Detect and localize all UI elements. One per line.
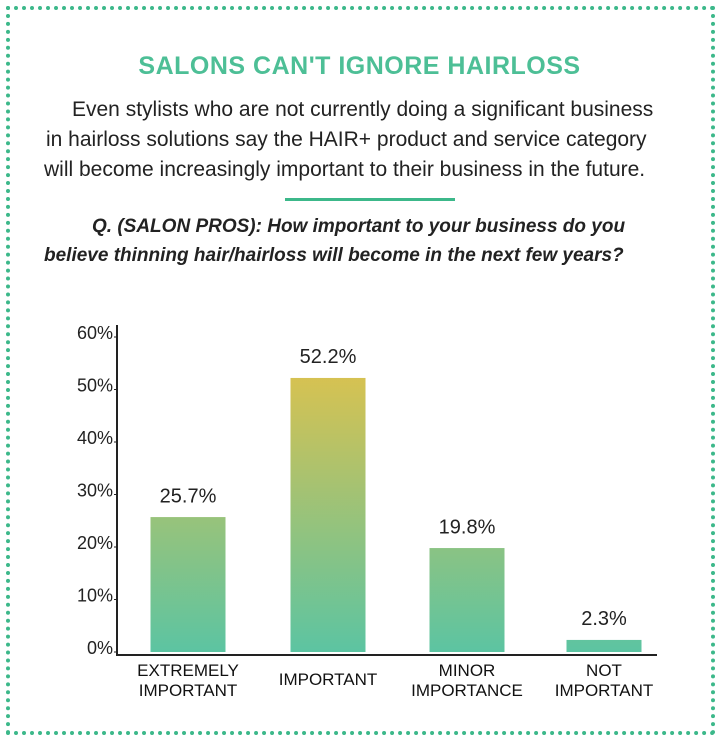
y-tick-label: 60% <box>77 323 113 343</box>
x-tick-label: MINOR IMPORTANCE <box>411 661 523 700</box>
y-tick-label: 10% <box>77 585 113 605</box>
bar <box>150 517 226 652</box>
paragraph-line: in hairloss solutions say the HAIR+ prod… <box>46 128 647 151</box>
x-tick-label: NOT IMPORTANT <box>554 661 654 700</box>
bar <box>566 639 642 652</box>
bar <box>429 548 505 652</box>
y-tick-label: 40% <box>77 428 113 448</box>
y-tick-label: 0% <box>87 638 113 658</box>
x-tick-label: IMPORTANT <box>278 670 378 689</box>
y-tick-label: 20% <box>77 533 113 553</box>
value-label: 52.2% <box>300 346 357 368</box>
paragraph-line: Even stylists who are not currently doin… <box>72 98 654 121</box>
value-label: 25.7% <box>160 485 217 507</box>
question-line: believe thinning hair/hairloss will beco… <box>44 245 624 266</box>
value-label: 19.8% <box>439 516 496 538</box>
y-tick-label: 30% <box>77 480 113 500</box>
question-line: Q. (SALON PROS): How important to your b… <box>92 216 626 237</box>
value-label: 2.3% <box>581 608 627 630</box>
paragraph-line: will become increasingly important to th… <box>44 158 646 181</box>
x-tick-label: EXTREMELY IMPORTANT <box>137 661 239 700</box>
title: SALONS CAN'T IGNORE HAIRLOSS <box>138 52 581 80</box>
separator <box>285 198 455 201</box>
y-tick-label: 50% <box>77 375 113 395</box>
bar <box>290 377 366 652</box>
frame <box>6 6 715 735</box>
